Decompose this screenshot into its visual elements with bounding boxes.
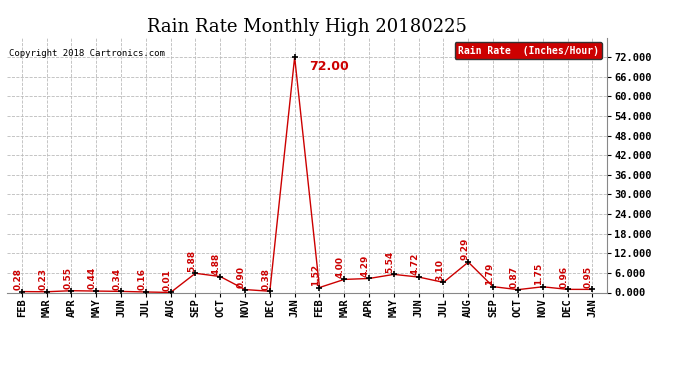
Text: 1.75: 1.75 <box>535 263 544 285</box>
Text: 0.28: 0.28 <box>14 268 23 290</box>
Text: 0.16: 0.16 <box>137 268 146 290</box>
Title: Rain Rate Monthly High 20180225: Rain Rate Monthly High 20180225 <box>147 18 467 36</box>
Text: 0.23: 0.23 <box>39 268 48 290</box>
Text: 0.01: 0.01 <box>162 269 171 291</box>
Text: 0.55: 0.55 <box>63 267 72 289</box>
Text: 0.44: 0.44 <box>88 267 97 290</box>
Text: 1.52: 1.52 <box>311 264 320 286</box>
Text: 72.00: 72.00 <box>310 60 349 74</box>
Legend: Rain Rate  (Inches/Hour): Rain Rate (Inches/Hour) <box>455 42 602 59</box>
Text: 0.34: 0.34 <box>112 268 122 290</box>
Text: 0.95: 0.95 <box>584 266 593 288</box>
Text: 9.29: 9.29 <box>460 238 469 261</box>
Text: 4.88: 4.88 <box>212 253 221 275</box>
Text: 0.38: 0.38 <box>262 268 270 290</box>
Text: 5.88: 5.88 <box>187 249 196 272</box>
Text: 0.87: 0.87 <box>510 266 519 288</box>
Text: 4.29: 4.29 <box>361 255 370 277</box>
Text: 5.54: 5.54 <box>386 251 395 273</box>
Text: 0.90: 0.90 <box>237 266 246 288</box>
Text: 3.10: 3.10 <box>435 259 444 281</box>
Text: Copyright 2018 Cartronics.com: Copyright 2018 Cartronics.com <box>10 49 166 58</box>
Text: 4.00: 4.00 <box>336 256 345 278</box>
Text: 0.96: 0.96 <box>560 266 569 288</box>
Text: 1.79: 1.79 <box>485 262 494 285</box>
Text: 4.72: 4.72 <box>411 253 420 275</box>
